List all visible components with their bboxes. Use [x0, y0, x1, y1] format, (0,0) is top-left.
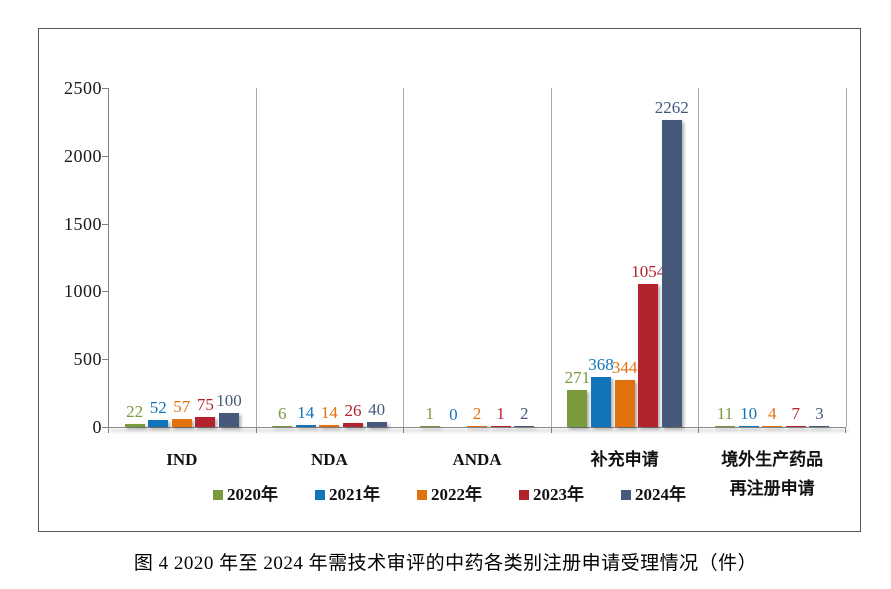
bar-value-label: 52 [149, 398, 167, 417]
chart-frame: 0 500 1000 1500 2000 2500 22 52 57 75 100 6 14 14 26 40… [38, 28, 861, 532]
bar-value-label: 368 [588, 355, 614, 374]
y-axis-tick-label: 0 [92, 417, 102, 437]
bar-value-label: 14 [320, 403, 338, 422]
bar [614, 380, 635, 427]
bar [419, 426, 440, 427]
bar [762, 426, 783, 427]
legend-item: 2022年 [417, 486, 482, 504]
legend-item: 2020年 [213, 486, 278, 504]
bar-value-label: 7 [791, 404, 801, 423]
bar [219, 413, 239, 427]
x-axis-tick [403, 428, 405, 433]
bar-value-label: 3 [815, 404, 824, 423]
y-axis-tick-label: 2500 [64, 78, 102, 98]
bar [366, 422, 387, 427]
x-axis-tick [255, 428, 257, 433]
bar-value-label: 10 [740, 404, 758, 423]
bar [567, 390, 588, 427]
category-separator [846, 88, 847, 427]
bar [809, 426, 830, 427]
category-separator [698, 88, 700, 427]
legend-swatch [213, 490, 223, 500]
legend-label: 2022年 [431, 485, 482, 504]
category-separator [550, 88, 552, 427]
y-axis-line [108, 88, 109, 427]
y-axis-tick-label: 1000 [64, 281, 102, 302]
legend-swatch [519, 490, 529, 500]
bar-value-label: 271 [564, 368, 591, 387]
bar-value-label: 1 [425, 404, 435, 423]
bar [785, 426, 806, 427]
bar [272, 426, 293, 427]
bar [124, 424, 145, 427]
y-axis-tick [102, 223, 108, 225]
legend-swatch [621, 490, 631, 500]
category-separator [255, 88, 257, 427]
x-axis-tick [550, 428, 552, 433]
bar [148, 420, 169, 427]
bar [591, 377, 611, 427]
bar-value-label: 0 [449, 405, 458, 424]
legend-swatch [315, 490, 325, 500]
bar-value-label: 57 [173, 397, 191, 416]
bar [195, 417, 216, 427]
y-axis-tick [102, 427, 108, 428]
bar-value-label: 11 [716, 404, 734, 423]
legend-label: 2020年 [227, 485, 278, 504]
bar-value-label: 1054 [631, 262, 666, 281]
y-axis-tick [102, 291, 108, 293]
bar [661, 120, 682, 427]
x-axis-tick [698, 428, 700, 433]
legend-label: 2021年 [329, 485, 380, 504]
bar-value-label: 344 [611, 358, 638, 377]
plot-area: 0 500 1000 1500 2000 2500 22 52 57 75 100 6 14 14 26 40… [64, 79, 847, 436]
bar [638, 284, 659, 427]
bar-value-label: 26 [344, 401, 362, 420]
bar [514, 426, 535, 427]
legend-item: 2023年 [519, 486, 584, 504]
category-label: IND [166, 450, 198, 469]
bar [715, 426, 735, 427]
bar-value-label: 2 [519, 404, 529, 423]
category-label: 补充申请 [590, 450, 659, 469]
bar-value-label: 2262 [654, 98, 689, 117]
bar-value-label: 14 [297, 403, 315, 422]
legend-label: 2024年 [635, 485, 686, 504]
bar-value-label: 22 [126, 402, 144, 421]
figure-caption: 图 4 2020 年至 2024 年需技术审评的中药各类别注册申请受理情况（件） [133, 553, 758, 574]
bar-value-label: 2 [472, 404, 482, 423]
legend-item: 2024年 [621, 486, 686, 504]
legend-label: 2023年 [533, 485, 584, 504]
legend-swatch [417, 490, 427, 500]
bar-value-label: 40 [368, 400, 386, 419]
y-axis-tick [102, 155, 108, 157]
x-axis-tick [845, 428, 846, 433]
legend-item: 2021年 [315, 486, 380, 504]
x-axis-line [108, 427, 846, 428]
y-axis-tick-label: 1500 [64, 213, 102, 234]
y-axis-tick [102, 359, 108, 361]
category-separator [403, 88, 405, 427]
bar [490, 426, 511, 427]
x-axis-tick [108, 428, 109, 433]
bar [319, 425, 340, 427]
y-axis-tick-label: 500 [73, 349, 102, 370]
category-label: 境外生产药品 再注册申请 [721, 450, 824, 498]
bar-value-label: 6 [277, 404, 287, 423]
bar [295, 425, 316, 427]
bar [738, 426, 759, 427]
y-axis-tick [102, 88, 108, 89]
bar [171, 419, 192, 427]
bar-value-label: 75 [196, 395, 214, 414]
category-label: NDA [310, 450, 348, 469]
bar-value-label: 4 [767, 404, 777, 423]
bar-value-label: 100 [216, 391, 242, 410]
y-axis-tick-label: 2000 [64, 145, 102, 166]
bar [467, 426, 487, 427]
bar-value-label: 1 [496, 404, 505, 423]
category-label: ANDA [452, 450, 502, 469]
bar [343, 423, 363, 427]
legend: 2020年 2021年 2022年 2023年 2024年 [39, 486, 860, 504]
